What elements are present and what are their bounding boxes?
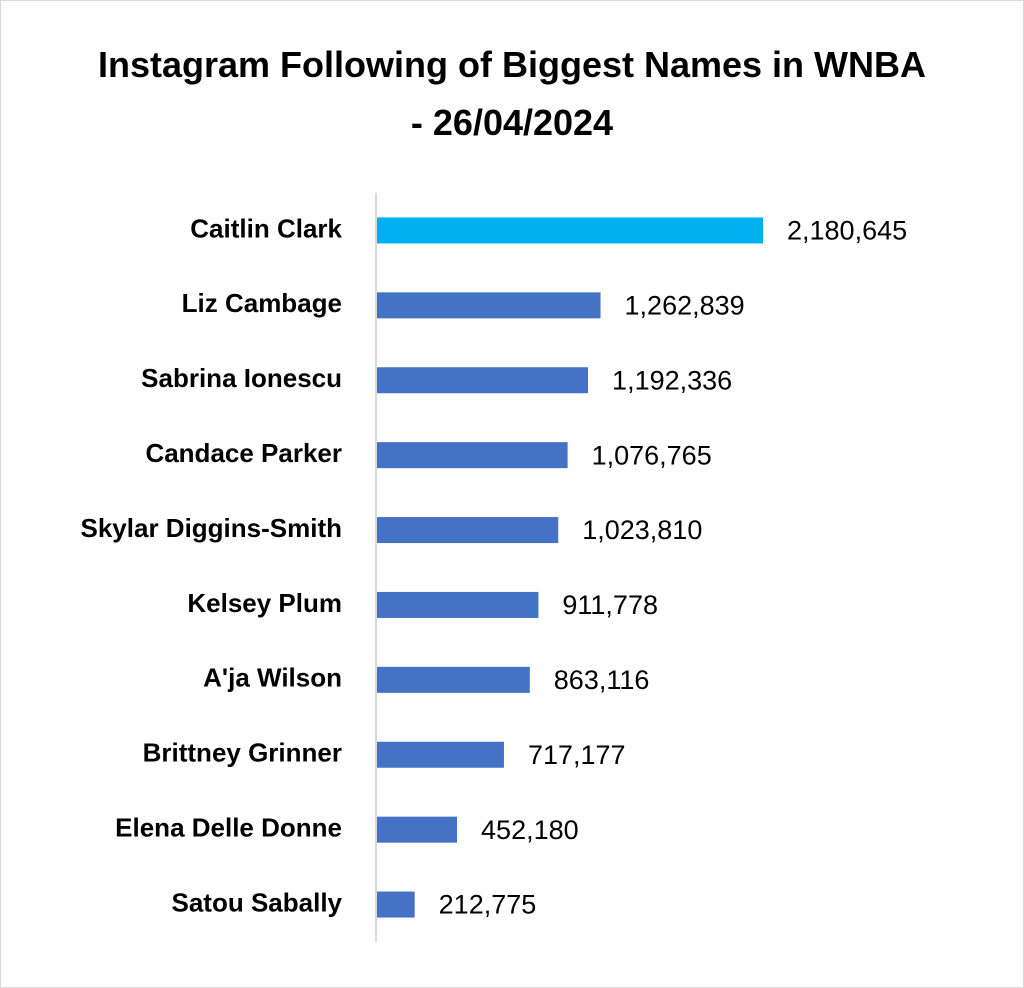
y-tick-label: A'ja Wilson: [203, 663, 342, 693]
data-label: 1,192,336: [612, 365, 732, 395]
bar: [377, 666, 530, 693]
bar: [377, 591, 539, 618]
bar: [377, 891, 415, 918]
y-tick-label: Brittney Grinner: [143, 738, 342, 768]
y-tick-label: Liz Cambage: [182, 288, 342, 318]
y-tick-label: Sabrina Ionescu: [141, 363, 342, 393]
data-label: 863,116: [554, 665, 650, 695]
data-label: 1,023,810: [582, 515, 702, 545]
bar: [377, 292, 601, 319]
y-tick-label: Satou Sabally: [172, 887, 343, 917]
data-label: 212,775: [439, 890, 537, 920]
bar: [377, 517, 559, 544]
bar: [377, 367, 589, 394]
data-label: 1,076,765: [592, 440, 712, 470]
chart-title: Instagram Following of Biggest Names in …: [97, 44, 927, 143]
y-tick-label: Elena Delle Donne: [115, 813, 342, 843]
bar: [377, 741, 504, 768]
bar: [377, 816, 458, 843]
bar: [377, 442, 568, 469]
data-label: 2,180,645: [787, 216, 907, 246]
y-tick-label: Kelsey Plum: [187, 588, 342, 618]
y-tick-label: Caitlin Clark: [190, 213, 342, 243]
data-label: 717,177: [528, 740, 626, 770]
data-label: 452,180: [481, 815, 579, 845]
y-tick-label: Skylar Diggins-Smith: [81, 513, 343, 543]
data-label: 911,778: [562, 590, 658, 620]
y-tick-label: Candace Parker: [145, 438, 342, 468]
data-label: 1,262,839: [625, 290, 745, 320]
bar: [377, 217, 763, 244]
